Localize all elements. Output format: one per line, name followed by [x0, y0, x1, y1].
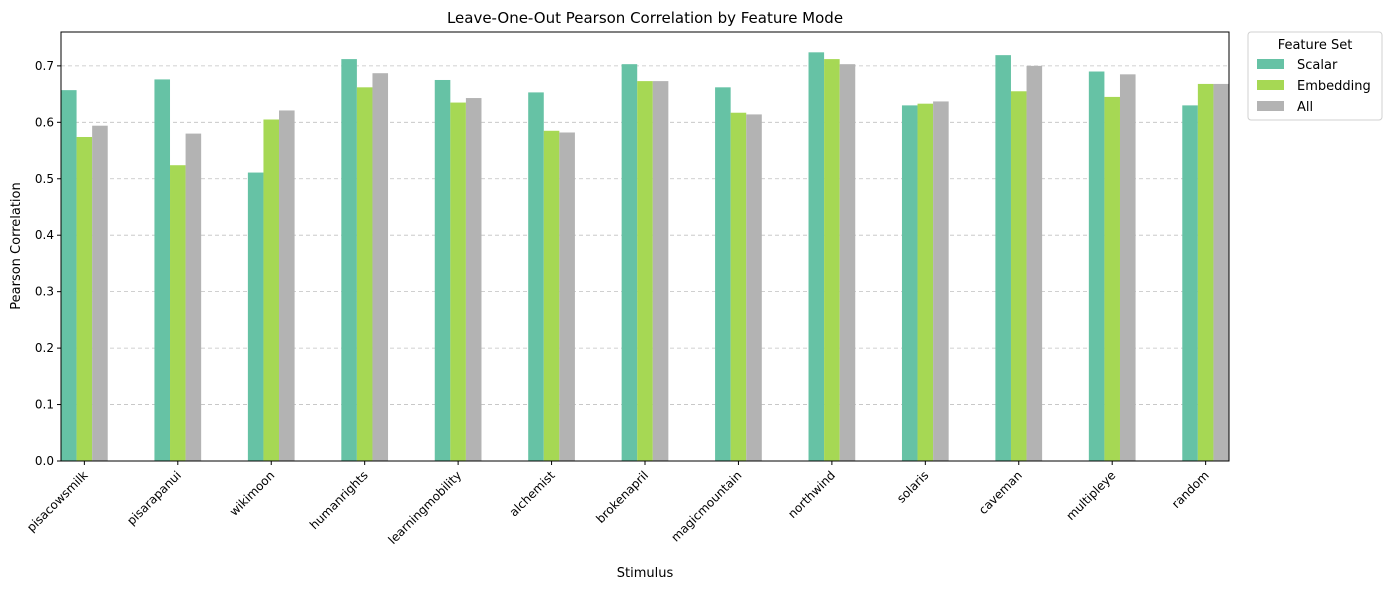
x-tick-label: solaris — [894, 468, 931, 505]
x-axis: pisacowsmilk pisarapanui wikimoon humanrigh… — [24, 461, 1212, 547]
y-tick-label: 0.1 — [35, 398, 54, 412]
bar-all-magicmountain — [746, 114, 762, 462]
bar-embedding-magicmountain — [730, 112, 747, 462]
bar-all-learningmobility — [465, 98, 482, 461]
bar-embedding-multipleye — [1104, 96, 1120, 461]
x-tick-label: humanrights — [307, 468, 371, 532]
bar-scalar-pisarapanui — [154, 79, 171, 462]
x-tick-label: magicmountain — [668, 468, 744, 544]
bar-embedding-humanrights — [356, 87, 373, 461]
x-tick-label: brokenapril — [593, 468, 651, 526]
legend-label-scalar: Scalar — [1297, 58, 1338, 73]
x-tick-label: wikimoon — [227, 468, 278, 519]
bar-embedding-pisarapanui — [170, 165, 186, 461]
legend-frame — [1247, 31, 1383, 121]
x-tick-label: pisarapanui — [124, 468, 184, 528]
bar-embedding-brokenapril — [637, 81, 653, 462]
y-tick-label: 0.6 — [35, 115, 54, 129]
bar-embedding-northwind — [824, 59, 840, 462]
bar-embedding-pisacowsmilk — [76, 136, 93, 461]
bar-all-pisarapanui — [185, 133, 202, 461]
bar-scalar-pisacowsmilk — [61, 90, 77, 461]
bar-embedding-solaris — [917, 103, 934, 461]
bar-all-northwind — [839, 64, 856, 462]
bar-scalar-brokenapril — [621, 64, 638, 462]
bar-embedding-wikimoon — [263, 119, 280, 462]
y-tick-label: 0.3 — [35, 285, 54, 299]
bar-scalar-multipleye — [1088, 71, 1105, 462]
y-tick-label: 0.5 — [35, 172, 54, 186]
bar-scalar-caveman — [995, 55, 1011, 461]
bar-all-solaris — [933, 101, 949, 461]
bar-all-brokenapril — [652, 81, 669, 462]
y-axis: 0.0 0.1 0.2 0.3 0.4 0.5 0.6 0.7 — [35, 59, 61, 468]
bar-scalar-alchemist — [528, 92, 544, 461]
bar-scalar-wikimoon — [247, 172, 264, 461]
bar-scalar-solaris — [901, 105, 918, 461]
bar-scalar-humanrights — [341, 59, 357, 462]
x-tick-label: alchemist — [507, 468, 558, 519]
bar-embedding-random — [1197, 83, 1214, 461]
legend-swatch-scalar — [1257, 59, 1284, 69]
y-tick-label: 0.2 — [35, 341, 54, 355]
legend-swatch-embedding — [1257, 80, 1284, 90]
bar-embedding-alchemist — [543, 130, 560, 461]
legend-label-embedding: Embedding — [1297, 79, 1371, 94]
x-tick-label: multipleye — [1064, 468, 1119, 523]
y-tick-label: 0.4 — [35, 228, 54, 242]
bar-all-caveman — [1026, 65, 1043, 462]
legend-items: Scalar Embedding All — [1257, 58, 1371, 115]
y-axis-label: Pearson Correlation — [9, 182, 24, 309]
bar-all-alchemist — [559, 132, 575, 461]
bar-all-wikimoon — [279, 110, 295, 461]
bar-embedding-caveman — [1010, 91, 1027, 461]
bar-scalar-learningmobility — [434, 79, 451, 462]
legend-title: Feature Set — [1278, 38, 1353, 53]
y-tick-label: 0.7 — [35, 59, 54, 73]
y-tick-label: 0.0 — [35, 454, 54, 468]
bar-all-multipleye — [1119, 74, 1136, 462]
bar-scalar-northwind — [808, 52, 825, 462]
bar-all-pisacowsmilk — [92, 125, 108, 461]
x-tick-label: caveman — [976, 468, 1025, 517]
bar-embedding-learningmobility — [450, 102, 466, 462]
x-tick-label: random — [1169, 468, 1212, 511]
chart-title: Leave-One-Out Pearson Correlation by Fea… — [447, 9, 843, 27]
bar-all-random — [1213, 83, 1229, 461]
bars — [61, 52, 1229, 462]
x-axis-label: Stimulus — [617, 566, 674, 581]
bar-all-humanrights — [372, 73, 389, 462]
x-tick-label: pisacowsmilk — [24, 468, 90, 534]
bar-scalar-magicmountain — [715, 87, 731, 461]
bar-scalar-random — [1182, 105, 1198, 461]
legend: Feature Set Scalar Embedding All — [1247, 31, 1383, 121]
x-tick-label: learningmobility — [385, 468, 464, 547]
x-tick-label: northwind — [785, 468, 838, 521]
legend-label-all: All — [1297, 100, 1313, 115]
legend-swatch-all — [1257, 101, 1284, 111]
